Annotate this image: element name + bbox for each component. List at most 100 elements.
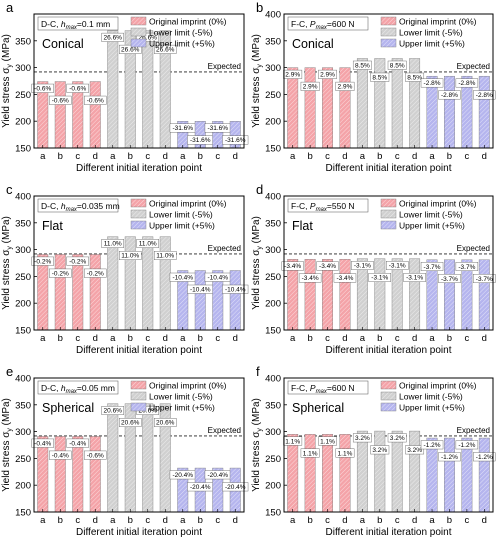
y-tick-label: 150 (15, 326, 31, 337)
data-label-box (84, 95, 107, 105)
data-label-box (318, 436, 337, 446)
x-tick-label: b (128, 515, 133, 526)
x-tick-label: b (58, 151, 63, 162)
x-tick-label: d (412, 151, 417, 162)
plot-frame (283, 195, 494, 331)
x-tick-label: d (412, 333, 417, 344)
x-tick-label: b (307, 333, 312, 344)
legend-entry: Upper limit (+5%) (399, 403, 465, 413)
info-box-frame (37, 16, 119, 31)
legend-entry: Lower limit (-5%) (149, 392, 213, 402)
data-label: -3.7% (441, 276, 458, 283)
y-tick-label: 150 (265, 144, 281, 155)
data-label: -10.4% (225, 287, 246, 294)
y-axis-title: Yield stress σy (MPa) (251, 398, 264, 492)
x-tick-label: b (198, 333, 203, 344)
info-box: D-C, hmax=0.05 mm (37, 380, 119, 395)
bar-lower (374, 430, 386, 513)
data-label: -2.8% (458, 80, 475, 87)
bar-original (287, 434, 299, 513)
x-tick-label: c (215, 333, 220, 344)
data-label: -2.8% (476, 92, 493, 99)
data-label-box (455, 78, 479, 88)
data-label: -3.1% (354, 263, 371, 270)
data-label-box (222, 284, 249, 294)
x-tick-label: d (482, 333, 487, 344)
x-tick-label: d (93, 151, 98, 162)
data-label: 1.1% (285, 438, 300, 445)
x-tick-label: d (163, 515, 168, 526)
data-label-box (351, 261, 374, 270)
legend-entry: Lower limit (-5%) (399, 392, 463, 402)
data-label: 2.9% (320, 72, 335, 79)
info-box-frame (37, 380, 119, 395)
data-label: 3.2% (355, 435, 370, 442)
x-tick-label: c (145, 333, 150, 344)
x-tick-label: a (180, 151, 186, 162)
data-label: 2.9% (338, 84, 353, 91)
expected-label: Expected (208, 62, 241, 71)
data-label: 8.5% (372, 74, 387, 81)
y-tick-label: 150 (265, 508, 281, 519)
x-axis-title: Different initial iteration point (76, 345, 202, 356)
data-label-box (49, 95, 72, 105)
x-tick-label: b (377, 515, 382, 526)
legend-entry: Upper limit (+5%) (149, 403, 215, 413)
y-tick-label: 350 (15, 400, 31, 411)
x-tick-label: b (128, 333, 133, 344)
y-axis-title: Yield stress σy (MPa) (251, 216, 264, 310)
data-label: 26.6% (139, 35, 158, 42)
data-label-box (333, 273, 357, 283)
data-label-box (31, 256, 54, 266)
y-tick-label: 300 (15, 63, 31, 74)
data-label: 26.6% (156, 47, 175, 54)
data-label-box (300, 81, 320, 91)
bar-upper (478, 437, 490, 513)
data-label-box (119, 418, 142, 427)
legend-entry: Lower limit (-5%) (399, 28, 463, 38)
x-tick-label: c (465, 515, 470, 526)
data-label-box (386, 261, 409, 270)
x-tick-label: c (325, 515, 330, 526)
data-label-box (368, 273, 391, 282)
y-tick-label: 150 (265, 326, 281, 337)
legend-entry: Upper limit (+5%) (399, 221, 465, 231)
data-label: 2.9% (285, 72, 300, 79)
bar-original (54, 254, 66, 331)
x-tick-label: b (58, 333, 63, 344)
data-label: -2.8% (441, 92, 458, 99)
info-box-frame (287, 16, 369, 31)
info-text: D-C, hmax=0.035 mm (41, 201, 120, 213)
data-label: -20.4% (207, 472, 228, 479)
info-text: F-C, Pmax=600 N (291, 383, 355, 395)
x-tick-label: d (342, 515, 347, 526)
bar-upper (444, 437, 455, 513)
data-label: -1.2% (441, 454, 458, 461)
data-label: -3.7% (476, 276, 493, 283)
expected-label: Expected (457, 244, 490, 253)
data-label: 26.6% (121, 47, 140, 54)
data-label-box (318, 69, 337, 79)
y-tick-label: 400 (265, 374, 281, 385)
bar-lower (374, 58, 386, 149)
expected-label: Expected (208, 244, 241, 253)
bar-original (304, 67, 316, 149)
legend: Original imprint (0%)Lower limit (-5%)Up… (380, 17, 477, 49)
x-tick-label: c (465, 333, 470, 344)
data-label-box (84, 268, 107, 278)
legend-entry: Lower limit (-5%) (149, 28, 213, 38)
legend-swatch-upper (380, 402, 397, 412)
shape-label: Flat (42, 219, 63, 233)
data-label-box (136, 32, 159, 42)
y-tick-label: 250 (15, 90, 31, 101)
bar-original (72, 436, 84, 513)
data-label-box (403, 273, 426, 282)
y-tick-label: 350 (15, 36, 31, 47)
data-label-box (101, 406, 124, 415)
plot-frame (283, 13, 494, 149)
legend-swatch-lower (130, 27, 147, 37)
data-label: -1.2% (458, 442, 475, 449)
data-label-box (49, 450, 72, 460)
legend-entry: Original imprint (0%) (149, 17, 227, 27)
